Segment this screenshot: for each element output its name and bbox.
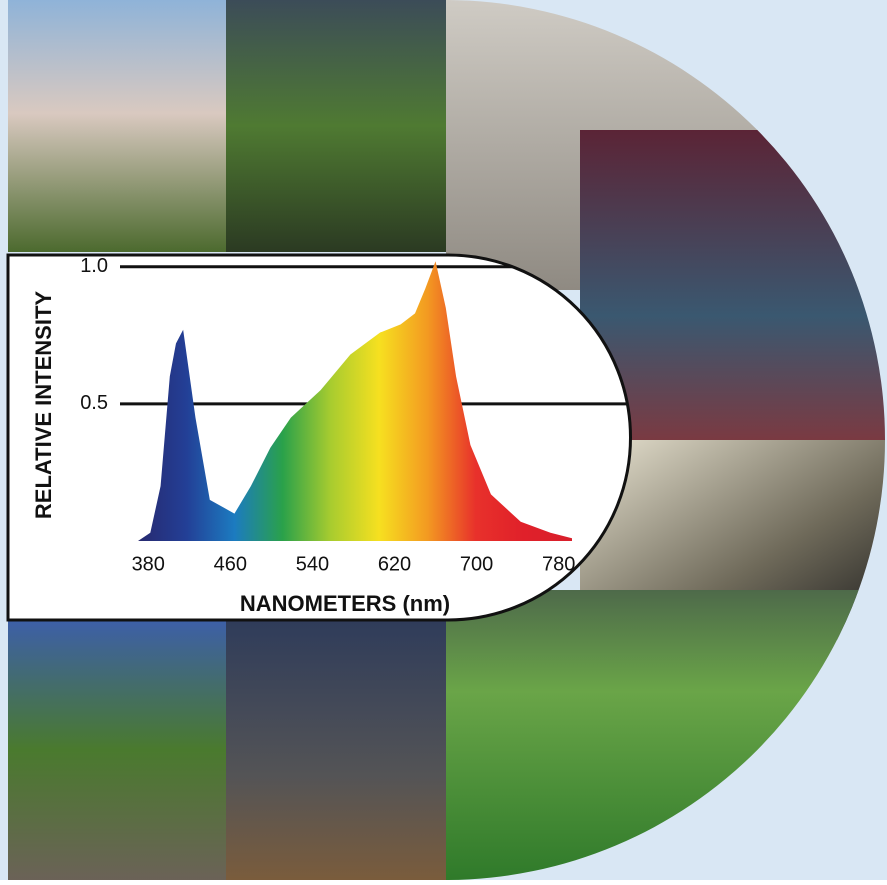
photo (226, 0, 446, 252)
x-tick-label: 380 (132, 553, 165, 575)
x-axis-title: NANOMETERS (nm) (240, 591, 450, 616)
x-tick-label: 700 (460, 553, 493, 575)
x-tick-label: 460 (214, 553, 247, 575)
photo (8, 620, 226, 880)
x-tick-label: 620 (378, 553, 411, 575)
photo (226, 620, 446, 880)
x-tick-label: 780 (542, 553, 575, 575)
y-tick-label: 1.0 (80, 255, 108, 277)
y-axis-title: RELATIVE INTENSITY (31, 291, 56, 519)
x-tick-label: 540 (296, 553, 329, 575)
photo (8, 0, 226, 252)
spectrum-area (138, 261, 572, 541)
y-tick-label: 0.5 (80, 392, 108, 414)
